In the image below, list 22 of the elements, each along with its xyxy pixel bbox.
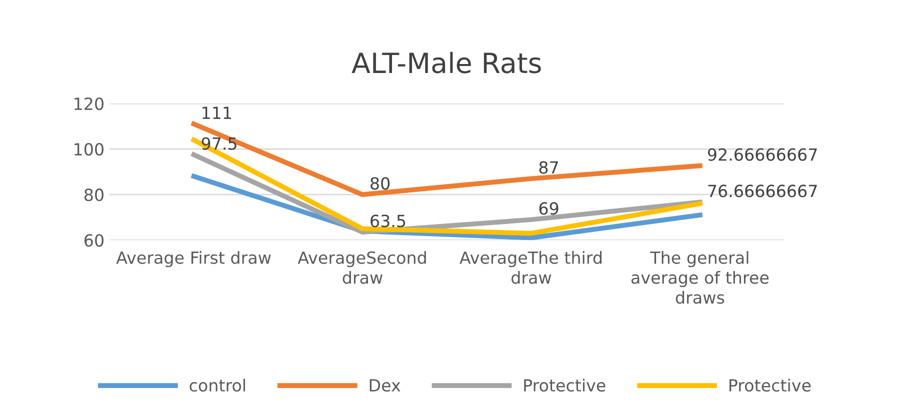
chart-title: ALT-Male Rats: [352, 52, 541, 74]
data-label: 76.66666667: [708, 184, 817, 198]
data-label: 69: [539, 202, 558, 215]
x-tick-label: The general average of three draws: [631, 251, 769, 304]
y-tick-label: 80: [84, 188, 104, 202]
y-tick-label: 60: [84, 234, 104, 247]
legend-label: control: [190, 378, 245, 392]
legend-label: Dex: [370, 379, 400, 392]
data-label: 111: [202, 106, 232, 119]
x-tick-label: AverageThe third draw: [460, 251, 602, 284]
data-label: 87: [539, 161, 558, 174]
data-label: 63.5: [370, 214, 406, 228]
x-tick-label: Average First draw: [116, 251, 271, 268]
x-tick-label: AverageSecond draw: [298, 251, 426, 284]
y-tick-label: 120: [74, 97, 104, 110]
data-label: 92.66666667: [708, 148, 817, 161]
line-series: [191, 122, 702, 198]
legend-label: Protective: [524, 378, 606, 392]
line-series: [191, 138, 702, 236]
legend-label: Protective: [730, 378, 811, 392]
y-tick-label: 100: [74, 143, 104, 156]
data-label: 80: [370, 177, 390, 190]
